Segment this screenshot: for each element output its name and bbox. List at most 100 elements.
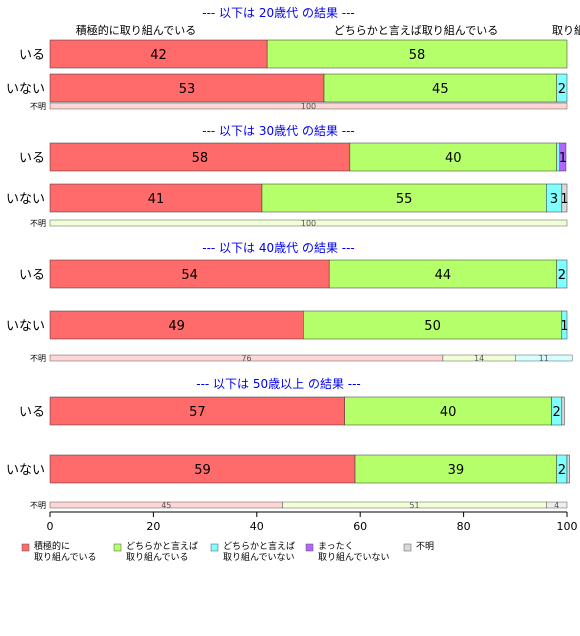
group-title: --- 以下は 40歳代 の結果 --- (202, 241, 355, 255)
bar-segment (556, 259, 568, 289)
bar-segment (323, 73, 557, 103)
x-tick-label: 40 (250, 520, 264, 533)
data-label: 42 (150, 48, 167, 63)
data-label: 45 (161, 501, 171, 510)
bar-row: いない 41 55 3 1 (6, 183, 569, 213)
legend-label: どちらかと言えば (126, 540, 198, 552)
data-label: 2 (558, 268, 566, 283)
bar-segment (566, 454, 570, 484)
group: --- 以下は 20歳代 の結果 --- いる 42 58 いない 53 45 2 不明 100 (6, 6, 568, 111)
legend-swatch (113, 543, 122, 552)
data-label: 1 (560, 319, 568, 334)
bar-row: 不明 76 14 11 (30, 354, 573, 363)
bar-segment (49, 183, 263, 213)
row-label: いない (6, 82, 45, 97)
bar-segment (561, 183, 568, 213)
bar-segment (344, 396, 552, 426)
group-title: --- 以下は 20歳代 の結果 --- (202, 6, 355, 20)
data-label: 2 (553, 405, 561, 420)
x-tick-label: 20 (146, 520, 160, 533)
legend-swatch (305, 543, 314, 552)
plot-area: 積極的に取り組んでいる どちらかと言えば取り組んでいる 取り組… --- 以下は 20… (6, 6, 580, 510)
x-tick-label: 0 (47, 520, 54, 533)
x-tick-label: 60 (353, 520, 367, 533)
bar-segment (49, 39, 268, 69)
bar-segment (49, 142, 351, 172)
data-label: 51 (409, 501, 419, 510)
legend-swatch (403, 543, 412, 552)
data-label: 3 (550, 192, 558, 207)
bar-row: いる 58 40 1 (19, 142, 567, 172)
bar-segment (556, 73, 568, 103)
legend-label: 積極的に (34, 540, 70, 552)
x-axis: 0 20 40 60 80 100 (47, 511, 578, 533)
series-header-labels: 積極的に取り組んでいる どちらかと言えば取り組んでいる 取り組… (76, 23, 580, 37)
bar-segment (49, 310, 304, 340)
bar-segment (49, 454, 356, 484)
data-label: 53 (179, 82, 196, 97)
data-label: 49 (168, 319, 185, 334)
legend-swatch (21, 543, 30, 552)
data-label: 44 (435, 268, 452, 283)
legend-label: 不明 (416, 541, 434, 552)
bar-segment (354, 454, 557, 484)
legend-label: 取り組んでいる (126, 551, 189, 563)
row-label: いる (19, 151, 45, 166)
data-label: 54 (181, 268, 198, 283)
legend-label: まったく (318, 541, 354, 552)
legend-label: 取り組んでいる (34, 551, 97, 563)
data-label: 39 (448, 463, 465, 478)
data-label: 1 (559, 151, 567, 166)
legend-item: 積極的に取り組んでいる (21, 540, 97, 563)
bar-row: 不明 100 (30, 219, 568, 228)
data-label: 4 (554, 501, 559, 510)
data-label: 59 (194, 463, 211, 478)
header-label: 取り組… (552, 24, 580, 37)
bar-segment (559, 142, 567, 172)
bar-row: いない 53 45 2 (6, 73, 568, 103)
data-label: 45 (432, 82, 449, 97)
legend-label: どちらかと言えば (223, 540, 295, 552)
bar-segment (546, 501, 568, 509)
bar-segment (561, 396, 565, 426)
group-title: --- 以下は 50歳以上 の結果 --- (196, 377, 361, 391)
data-label: 58 (192, 151, 209, 166)
bar-row: いない 49 50 1 (6, 310, 569, 340)
row-label: 不明 (30, 354, 46, 363)
header-label: どちらかと言えば取り組んでいる (334, 24, 498, 37)
x-tick-label: 100 (557, 520, 578, 533)
bar-segment (328, 259, 557, 289)
row-label: 不明 (30, 102, 46, 111)
x-tick-label: 80 (457, 520, 471, 533)
row-label: 不明 (30, 501, 46, 510)
bar-segment (261, 183, 547, 213)
data-label: 40 (445, 151, 462, 166)
data-label: 2 (558, 463, 566, 478)
bar-row: 不明 100 (30, 102, 568, 111)
bar-row: いる 54 44 2 (19, 259, 568, 289)
data-label: 100 (301, 102, 316, 111)
row-label: いる (19, 405, 45, 420)
data-label: 50 (424, 319, 441, 334)
bar-row: いる 57 40 2 (19, 396, 565, 426)
bar-segment (349, 142, 557, 172)
data-label: 2 (558, 82, 566, 97)
row-label: いる (19, 268, 45, 283)
bar-segment (266, 39, 568, 69)
legend-label: 取り組んでいない (318, 551, 390, 563)
data-label: 1 (560, 192, 568, 207)
bar-segment (303, 310, 563, 340)
group-title: --- 以下は 30歳代 の結果 --- (202, 124, 355, 138)
header-label: 積極的に取り組んでいる (76, 23, 196, 37)
group: --- 以下は 40歳代 の結果 --- いる 54 44 2 いない 49 50 1 不明 76 1… (6, 241, 573, 363)
row-label: いない (6, 463, 45, 478)
data-label: 57 (189, 405, 206, 420)
data-label: 76 (241, 354, 251, 363)
legend-item: 不明 (403, 541, 434, 552)
legend: 積極的に取り組んでいるどちらかと言えば取り組んでいるどちらかと言えば取り組んでい… (21, 540, 434, 563)
